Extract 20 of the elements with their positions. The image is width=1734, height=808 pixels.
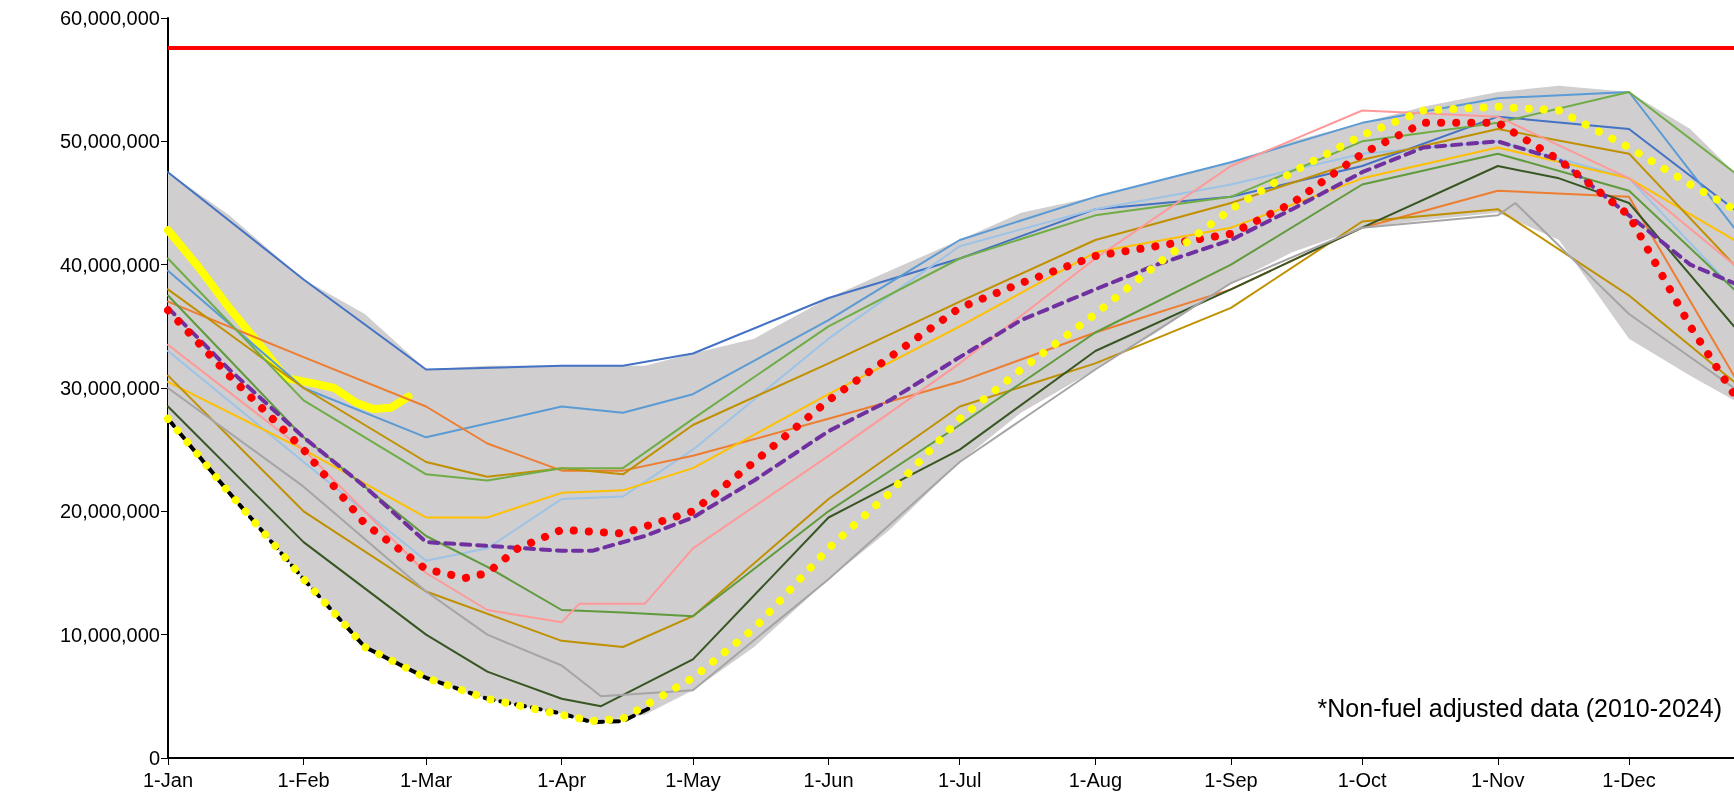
y-tick-label: 20,000,000 [59, 500, 160, 523]
x-tick-label: 1-Oct [1337, 769, 1388, 791]
y-tick-label: 0 [148, 747, 160, 769]
x-tick-label: 1-Apr [537, 769, 587, 791]
x-tick-label: 1-May [665, 769, 721, 791]
x-tick-label: 1-Aug [1068, 769, 1123, 791]
x-tick-label: 1-Dec [1602, 769, 1656, 791]
x-tick-label: 1-Mar [399, 769, 453, 791]
y-tick-label: 30,000,000 [59, 377, 160, 399]
x-tick-label: 1-Sep [1204, 769, 1258, 791]
x-tick-label: 1-Jul [938, 769, 982, 791]
y-tick-label: 10,000,000 [59, 623, 160, 646]
y-tick-label: 60,000,000 [59, 7, 160, 29]
x-tick-label: 1-Jun [803, 769, 854, 791]
x-tick-label: 1-Nov [1471, 769, 1525, 791]
y-tick-label: 50,000,000 [59, 130, 160, 153]
y-tick-label: 40,000,000 [59, 253, 160, 276]
x-tick-label: 1-Feb [277, 769, 330, 791]
annotation: *Non-fuel adjusted data (2010-2024) [1317, 693, 1723, 722]
x-tick-label: 1-Jan [142, 769, 194, 791]
